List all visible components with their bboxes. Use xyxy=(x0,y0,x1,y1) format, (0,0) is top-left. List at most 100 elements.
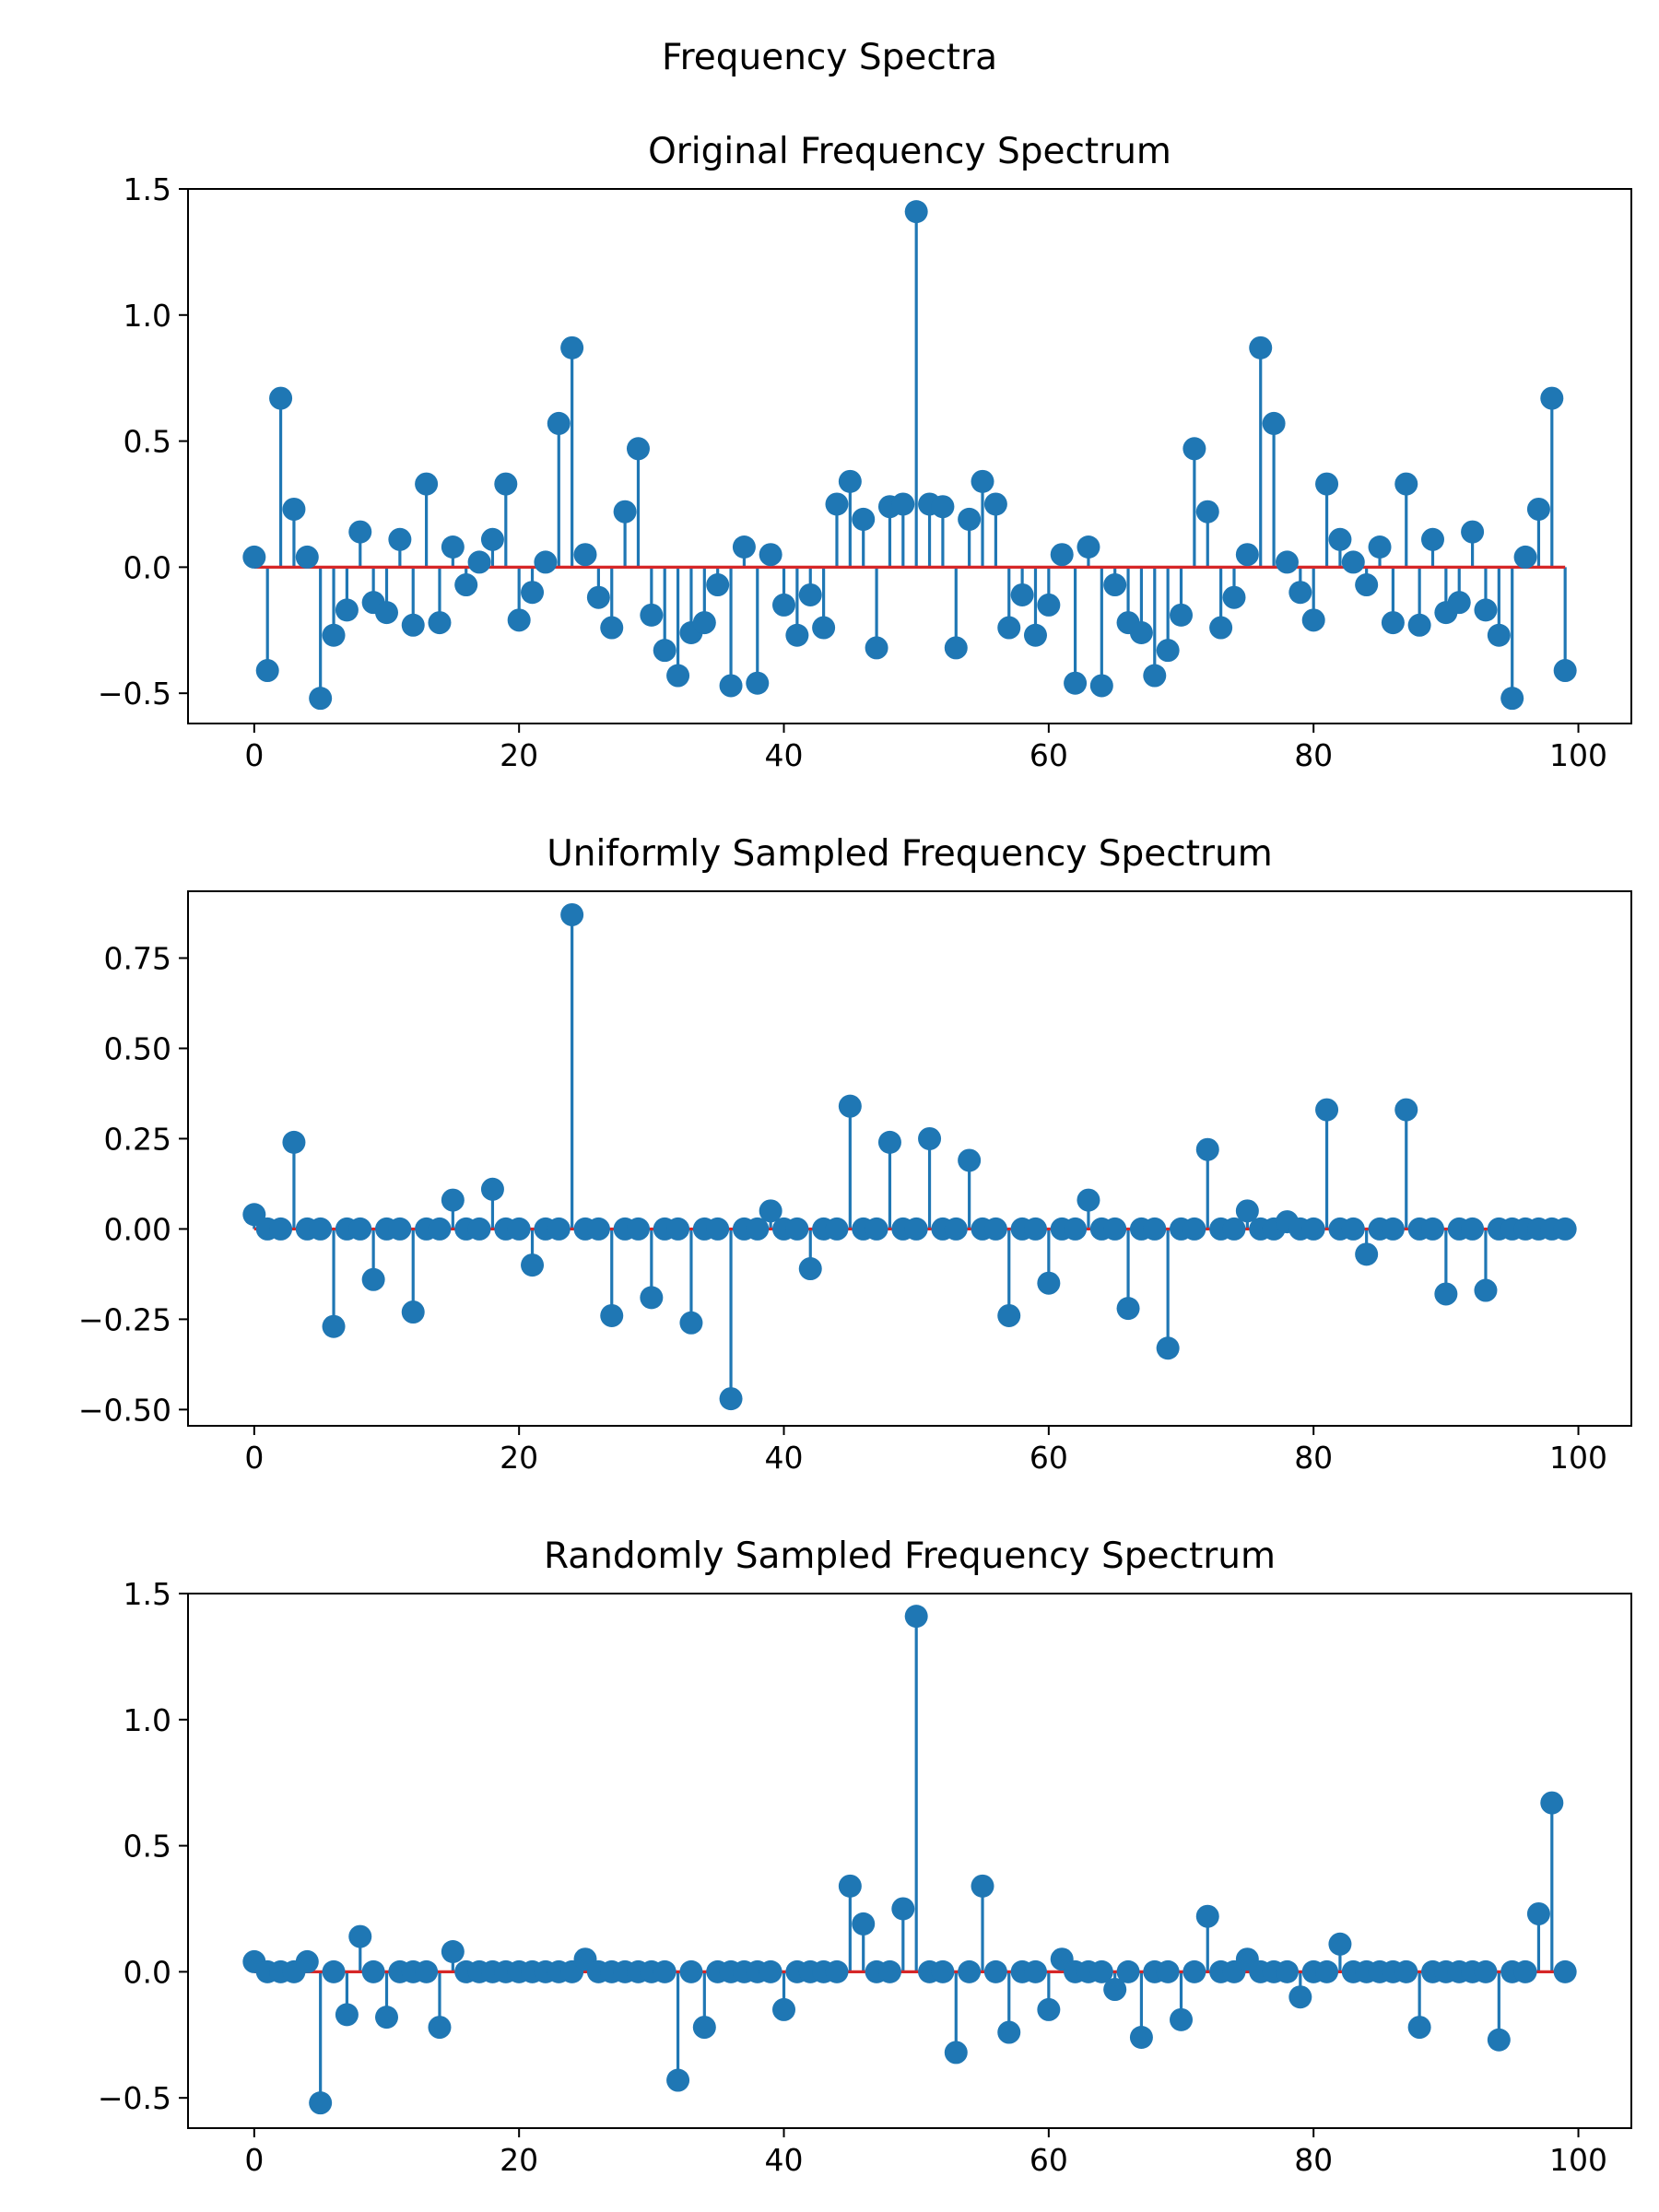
y-tick-label: −0.5 xyxy=(98,2080,171,2116)
stem-marker xyxy=(1037,1271,1061,1295)
stem-marker xyxy=(335,2003,359,2027)
stem-marker xyxy=(1129,621,1153,645)
stem-marker xyxy=(626,1217,650,1241)
subplot-uniform-spectrum: Uniformly Sampled Frequency Spectrum 0 20 4… xyxy=(78,833,1632,1476)
stem-marker xyxy=(983,1959,1007,1983)
stem-marker xyxy=(415,472,439,496)
stem-marker xyxy=(1103,573,1127,597)
x-tick-label: 80 xyxy=(1294,737,1333,773)
stem-marker xyxy=(467,1217,491,1241)
stem-marker xyxy=(242,545,266,569)
stem-marker xyxy=(666,664,690,688)
stem-marker xyxy=(375,601,399,625)
stem-marker xyxy=(586,1217,610,1241)
stem-marker xyxy=(1222,585,1246,609)
y-tick-label: 1.0 xyxy=(124,1702,171,1738)
stem-marker xyxy=(785,623,809,647)
stem-marker xyxy=(891,1897,915,1921)
stem-marker xyxy=(852,1912,876,1936)
stem-marker xyxy=(1275,1959,1299,1983)
stem-marker xyxy=(852,507,876,531)
stem-marker xyxy=(666,2068,690,2092)
stem-marker xyxy=(944,2041,968,2065)
stem-marker xyxy=(388,1217,412,1241)
stem-marker xyxy=(1235,1199,1259,1223)
stem-marker xyxy=(1447,591,1471,615)
stem-marker xyxy=(348,1217,372,1241)
stem-marker xyxy=(1143,1217,1167,1241)
y-tick-label: −0.25 xyxy=(78,1301,171,1337)
stem-marker xyxy=(282,497,306,521)
axes-frame xyxy=(187,890,1632,1427)
stem-marker xyxy=(997,1303,1021,1327)
stem-marker xyxy=(269,386,293,410)
stem-marker xyxy=(521,1253,545,1277)
stem-marker xyxy=(1064,1217,1088,1241)
stem-marker xyxy=(904,200,928,224)
stem-marker xyxy=(746,671,770,695)
stem-marker xyxy=(1315,472,1339,496)
stem-marker xyxy=(1156,1336,1180,1360)
stem-marker xyxy=(1474,598,1498,622)
stem-marker xyxy=(692,611,716,635)
x-tick-label: 80 xyxy=(1294,1440,1333,1476)
stem-marker xyxy=(428,1217,452,1241)
stem-marker xyxy=(904,1605,928,1629)
y-tick-label: 0.00 xyxy=(104,1211,171,1247)
stem-marker xyxy=(891,492,915,516)
stem-marker xyxy=(335,598,359,622)
stem-marker xyxy=(865,1217,888,1241)
stem-marker xyxy=(1103,1978,1127,2002)
stem-marker xyxy=(361,1959,385,1983)
stem-marker xyxy=(772,593,796,617)
stem-marker xyxy=(1301,608,1325,632)
x-tick-label: 0 xyxy=(244,1440,264,1476)
stem-marker xyxy=(719,674,743,698)
stem-marker xyxy=(521,581,545,605)
stem-marker xyxy=(480,1177,504,1201)
stem-marker xyxy=(1262,411,1286,435)
stem-marker xyxy=(428,611,452,635)
stem-marker xyxy=(997,616,1021,640)
stem-marker xyxy=(600,616,624,640)
subplot-title: Original Frequency Spectrum xyxy=(648,131,1171,172)
x-tick-label: 40 xyxy=(765,2142,804,2178)
stem-marker xyxy=(309,1217,333,1241)
stem-marker xyxy=(269,1217,293,1241)
stem-marker xyxy=(480,527,504,551)
stem-marker xyxy=(507,608,531,632)
stem-marker xyxy=(348,1924,372,1948)
stem-marker xyxy=(600,1303,624,1327)
stem-marker xyxy=(904,1217,928,1241)
stem-marker xyxy=(812,616,836,640)
stem-marker xyxy=(1461,1217,1485,1241)
stem-marker xyxy=(719,1387,743,1411)
stem-marker xyxy=(1553,1959,1577,1983)
stem-marker xyxy=(1275,550,1299,574)
stem-marker xyxy=(1341,1217,1365,1241)
stem-marker xyxy=(798,1257,822,1281)
stem-marker xyxy=(1077,535,1100,559)
subplot-title: Randomly Sampled Frequency Spectrum xyxy=(544,1535,1276,1577)
x-tick-label: 100 xyxy=(1549,737,1607,773)
stem-marker xyxy=(653,639,677,663)
stem-marker xyxy=(759,543,782,567)
y-tick-label: 1.5 xyxy=(124,1576,171,1612)
stem-marker xyxy=(1500,687,1524,711)
x-tick-label: 20 xyxy=(500,1440,538,1476)
stem-marker xyxy=(679,1311,703,1335)
stem-marker xyxy=(1170,2007,1194,2031)
stem-marker xyxy=(309,2091,333,2115)
stem-marker xyxy=(1235,543,1259,567)
x-tick-label: 60 xyxy=(1030,737,1068,773)
x-tick-label: 20 xyxy=(500,737,538,773)
stem-marker xyxy=(1050,543,1074,567)
stem-marker xyxy=(348,520,372,544)
stem-marker xyxy=(679,1959,703,1983)
stem-marker xyxy=(613,500,637,524)
x-tick-label: 100 xyxy=(1549,2142,1607,2178)
stem-marker xyxy=(467,550,491,574)
stem-marker xyxy=(1209,616,1233,640)
stem-marker xyxy=(1077,1188,1100,1212)
